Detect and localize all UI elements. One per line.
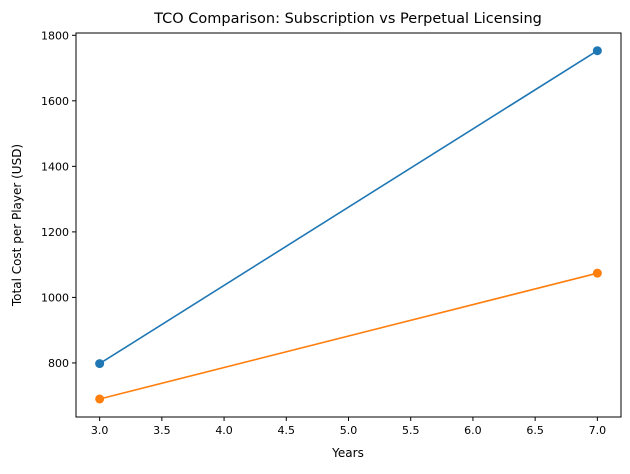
data-point-perpetual [95,394,105,404]
y-tick-label: 800 [48,357,69,370]
x-tick-label: 5.0 [340,424,358,437]
y-tick-label: 1200 [41,226,69,239]
y-tick-label: 1400 [41,160,69,173]
x-tick-label: 4.5 [278,424,296,437]
data-point-subscription [592,46,602,56]
x-tick-label: 4.0 [215,424,233,437]
y-axis-label: Total Cost per Player (USD) [10,144,24,307]
series-line-subscription [99,50,598,365]
y-tick-label: 1600 [41,95,69,108]
plot-frame [75,32,622,418]
x-tick-label: 5.5 [402,424,420,437]
series-line-perpetual [99,272,598,400]
x-tick-label: 3.5 [153,424,171,437]
chart-title: TCO Comparison: Subscription vs Perpetua… [153,11,542,27]
x-tick-label: 6.5 [526,424,544,437]
data-point-perpetual [592,268,602,278]
x-tick-label: 3.0 [91,424,109,437]
y-tick-label: 1800 [41,29,69,42]
x-axis-label: Years [331,446,364,460]
x-tick-label: 6.0 [464,424,482,437]
y-tick-label: 1000 [41,291,69,304]
data-point-subscription [95,359,105,369]
x-tick-label: 7.0 [589,424,607,437]
